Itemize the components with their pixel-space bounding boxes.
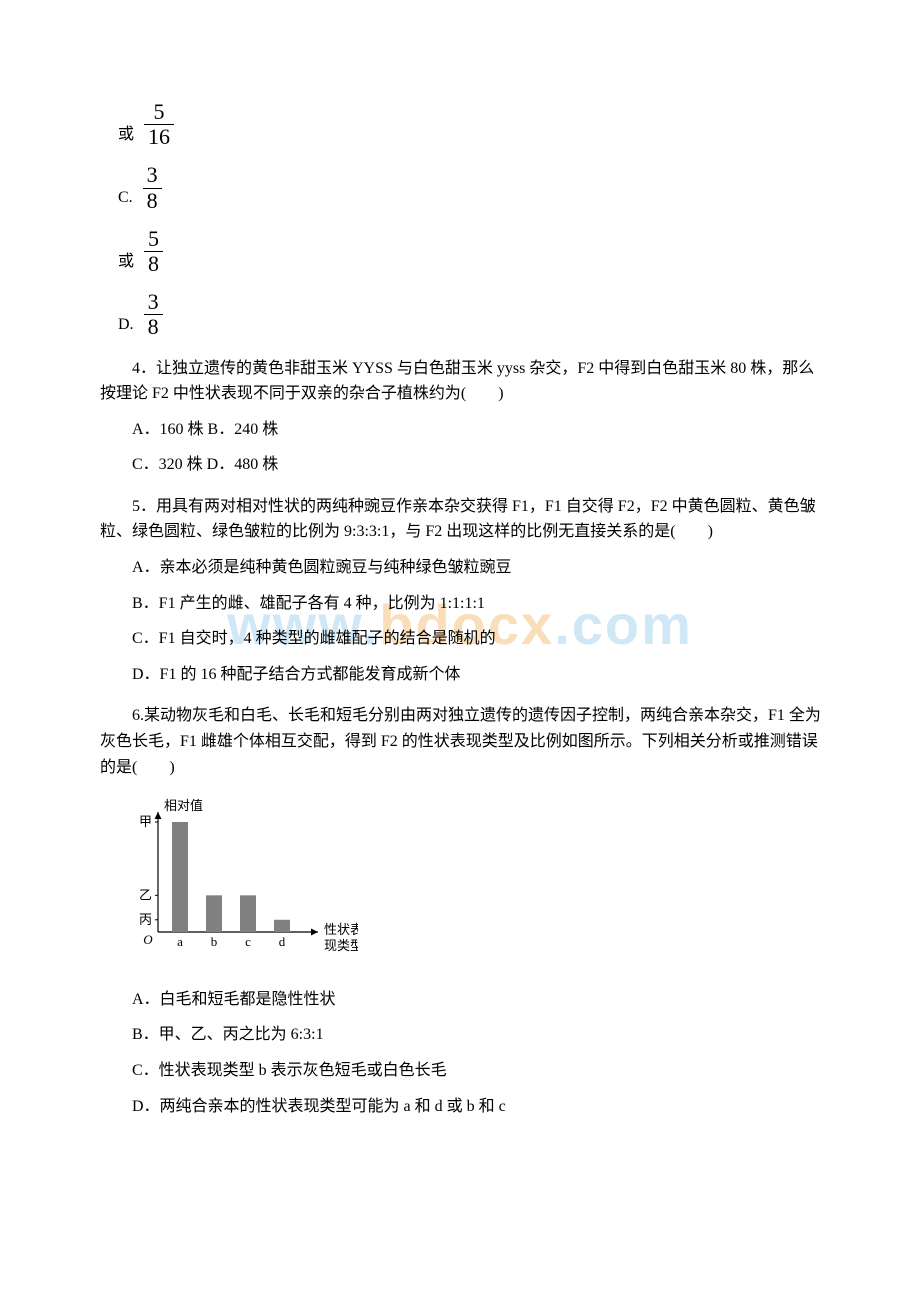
svg-text:现类型: 现类型 xyxy=(324,938,358,953)
document-content: 或 5 16 C. 3 8 或 5 8 D. 3 8 4．让独立遗传的黄色非甜玉… xyxy=(100,100,830,1119)
fraction: 3 8 xyxy=(144,290,163,339)
q4-options-cd: C．320 株 D．480 株 xyxy=(100,452,830,478)
fraction-option-2: 或 5 8 xyxy=(118,227,830,276)
question-4: 4．让独立遗传的黄色非甜玉米 YYSS 与白色甜玉米 yyss 杂交，F2 中得… xyxy=(100,356,830,407)
option-label: 或 xyxy=(118,249,134,277)
svg-text:d: d xyxy=(279,934,286,949)
fraction-denominator: 8 xyxy=(143,189,162,213)
question-5-text: 5．用具有两对相对性状的两纯种豌豆作亲本杂交获得 F1，F1 自交得 F2，F2… xyxy=(100,498,816,541)
svg-text:a: a xyxy=(177,934,183,949)
option-label: C. xyxy=(118,185,133,213)
q6-option-d: D．两纯合亲本的性状表现类型可能为 a 和 d 或 b 和 c xyxy=(100,1094,830,1120)
q5-option-b: B．F1 产生的雌、雄配子各有 4 种，比例为 1:1:1:1 xyxy=(100,591,830,617)
option-label: 或 xyxy=(118,122,134,150)
question-4-text: 4．让独立遗传的黄色非甜玉米 YYSS 与白色甜玉米 yyss 杂交，F2 中得… xyxy=(100,360,814,403)
q6-option-b: B．甲、乙、丙之比为 6:3:1 xyxy=(100,1022,830,1048)
svg-text:c: c xyxy=(245,934,251,949)
q6-option-a: A．白毛和短毛都是隐性性状 xyxy=(100,987,830,1013)
svg-text:乙: 乙 xyxy=(139,888,152,903)
svg-text:O: O xyxy=(143,932,153,947)
fraction-option-0: 或 5 16 xyxy=(118,100,830,149)
fraction: 3 8 xyxy=(143,163,162,212)
fraction: 5 16 xyxy=(144,100,174,149)
fraction-denominator: 8 xyxy=(144,315,163,339)
fraction-option-3: D. 3 8 xyxy=(118,290,830,339)
svg-text:丙: 丙 xyxy=(139,912,152,927)
fraction: 5 8 xyxy=(144,227,163,276)
svg-text:甲: 甲 xyxy=(139,814,152,829)
bar-chart-svg: 相对值 a b c d 甲乙丙O 性状表现类型 xyxy=(118,792,358,962)
phenotype-bar-chart: 相对值 a b c d 甲乙丙O 性状表现类型 xyxy=(118,792,830,971)
svg-text:性状表: 性状表 xyxy=(324,922,358,937)
fraction-denominator: 16 xyxy=(144,125,174,149)
fraction-numerator: 5 xyxy=(144,227,163,252)
q5-option-c: C．F1 自交时，4 种类型的雌雄配子的结合是随机的 xyxy=(100,626,830,652)
fraction-numerator: 5 xyxy=(144,100,174,125)
question-5: 5．用具有两对相对性状的两纯种豌豆作亲本杂交获得 F1，F1 自交得 F2，F2… xyxy=(100,494,830,545)
fraction-option-1: C. 3 8 xyxy=(118,163,830,212)
fraction-denominator: 8 xyxy=(144,252,163,276)
q5-option-d: D．F1 的 16 种配子结合方式都能发育成新个体 xyxy=(100,662,830,688)
q5-option-a: A．亲本必须是纯种黄色圆粒豌豆与纯种绿色皱粒豌豆 xyxy=(100,555,830,581)
svg-text:相对值: 相对值 xyxy=(164,798,203,813)
question-6-text: 6.某动物灰毛和白毛、长毛和短毛分别由两对独立遗传的遗传因子控制，两纯合亲本杂交… xyxy=(100,707,821,775)
question-6: 6.某动物灰毛和白毛、长毛和短毛分别由两对独立遗传的遗传因子控制，两纯合亲本杂交… xyxy=(100,703,830,780)
q4-options-ab: A．160 株 B．240 株 xyxy=(100,417,830,443)
fraction-numerator: 3 xyxy=(143,163,162,188)
fraction-numerator: 3 xyxy=(144,290,163,315)
option-label: D. xyxy=(118,312,134,340)
svg-text:b: b xyxy=(211,934,218,949)
q6-option-c: C．性状表现类型 b 表示灰色短毛或白色长毛 xyxy=(100,1058,830,1084)
